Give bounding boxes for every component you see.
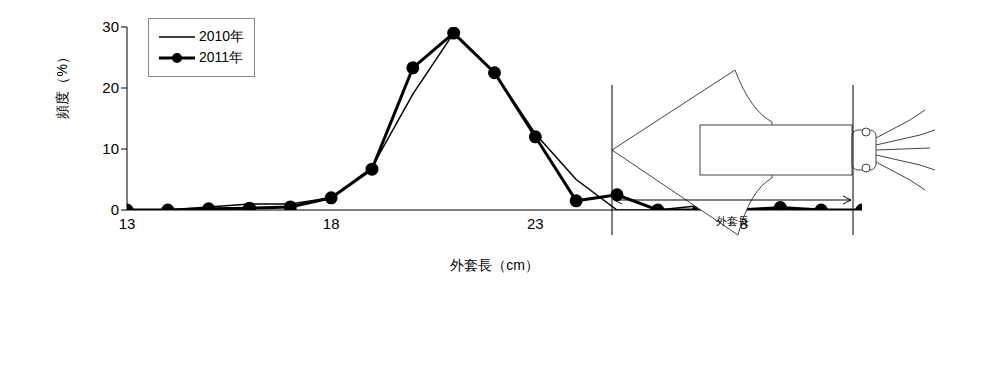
svg-text:外套長（cm）: 外套長（cm） bbox=[450, 257, 539, 273]
svg-text:10: 10 bbox=[102, 140, 119, 157]
svg-text:18: 18 bbox=[323, 215, 340, 232]
svg-text:23: 23 bbox=[527, 215, 544, 232]
svg-text:頻度（%）: 頻度（%） bbox=[54, 50, 70, 118]
html-text:2011年: 2011年 bbox=[199, 49, 244, 65]
svg-text:30: 30 bbox=[102, 18, 119, 35]
svg-text:外套長: 外套長 bbox=[716, 215, 749, 227]
svg-text:20: 20 bbox=[102, 79, 119, 96]
html-text:2010年: 2010年 bbox=[199, 28, 245, 44]
svg-text:0: 0 bbox=[111, 201, 119, 218]
svg-text:13: 13 bbox=[119, 215, 136, 232]
